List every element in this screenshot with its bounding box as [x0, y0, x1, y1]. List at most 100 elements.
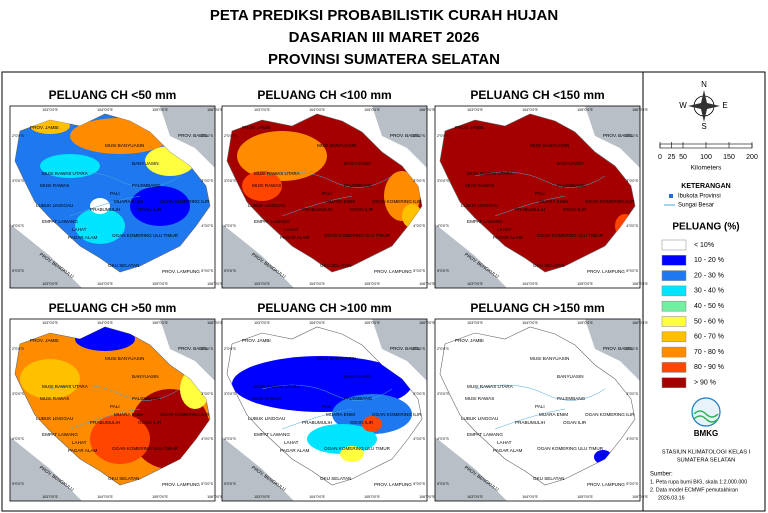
region-label: MUSI BANYUASIN: [530, 356, 569, 361]
region-label: MUSI RAWAS UTARA: [42, 384, 89, 389]
longitude-label: 104°0'0"E: [97, 321, 113, 325]
region-label: OGAN KOMERING ILIR: [160, 412, 210, 417]
map-panel: 103°0'0"E 103°0'0"E 104°0'0"E 104°0'0"E 105°…: [434, 318, 648, 502]
latitude-label: 2°0'0"S: [413, 347, 425, 351]
region-label: PALEMBANG: [557, 396, 586, 401]
longitude-label: 104°0'0"E: [522, 282, 538, 286]
region-label: BANYUASIN: [557, 374, 584, 379]
region-label: PROV. BABEL: [178, 133, 208, 138]
longitude-label: 103°0'0"E: [467, 321, 483, 325]
map-frame: [434, 105, 641, 289]
region-label: MUSI RAWAS: [252, 396, 281, 401]
river: [49, 384, 181, 430]
region-label: MUSI RAWAS UTARA: [467, 384, 514, 389]
region-label: OKU SELATAN: [108, 263, 139, 268]
map-frame: [9, 105, 216, 289]
region-label: PALEMBANG: [344, 183, 373, 188]
sea: [435, 437, 507, 501]
longitude-label: 104°0'0"E: [309, 321, 325, 325]
region-label: BANYUASIN: [132, 374, 159, 379]
region-label: LUBUK LINGGAU: [36, 203, 73, 208]
latitude-label: 3°0'0"S: [413, 392, 425, 396]
region-label: MUARA ENIM: [539, 412, 568, 417]
latitude-label: 4°0'0"S: [437, 224, 449, 228]
region-label: PRABUMULIH: [515, 207, 545, 212]
region-label: PROV. LAMPUNG: [162, 482, 200, 487]
compass-n: N: [701, 80, 707, 89]
logo-emblem: [691, 397, 721, 427]
longitude-label: 105°0'0"E: [364, 321, 380, 325]
region-label: PALI: [535, 404, 545, 409]
region-label: PROV. JAMBI: [242, 125, 271, 130]
legend-swatch: [661, 285, 687, 297]
region-label: OGAN KOMERING ILIR: [585, 199, 635, 204]
latitude-label: 5°0'0"S: [437, 482, 449, 486]
latitude-label: 4°0'0"S: [413, 224, 425, 228]
panel-title: PELUANG CH <100 mm: [257, 88, 391, 102]
sea: [160, 106, 215, 168]
longitude-label: 103°0'0"E: [42, 108, 58, 112]
latitude-label: 2°0'0"S: [224, 347, 236, 351]
region-label: OGAN KOMERING ILIR: [372, 412, 422, 417]
longitude-label: 103°0'0"E: [42, 282, 58, 286]
longitude-label: 103°0'0"E: [467, 495, 483, 499]
station-name: STASIUN KLIMATOLOGI KELAS I: [662, 450, 751, 456]
title-line: PROVINSI SUMATERA SELATAN: [268, 51, 500, 68]
keterangan-title: KETERANGAN: [681, 183, 730, 190]
region-label: PALEMBANG: [344, 396, 373, 401]
legend-swatch: [661, 300, 687, 312]
region-label: EMPAT LAWANG: [467, 432, 503, 437]
source-item: 2. Data model ECMWF pemutakhiran: [650, 487, 738, 493]
region-label: PALI: [110, 404, 120, 409]
latitude-label: 5°0'0"S: [224, 482, 236, 486]
region-label: PROV. BABEL: [390, 346, 420, 351]
latitude-label: 3°0'0"S: [626, 179, 638, 183]
region-label: PRABUMULIH: [302, 420, 332, 425]
latitude-label: 5°0'0"S: [626, 269, 638, 273]
legend-swatch: [661, 377, 687, 388]
region-label: OGAN KOMERING ILIR: [585, 412, 635, 417]
region-label: MUSI BANYUASIN: [105, 143, 144, 148]
region-label: OGAN KOMERING ULU TIMUR: [324, 233, 391, 238]
logo-text: BMKG: [694, 429, 718, 438]
longitude-label: 103°0'0"E: [467, 282, 483, 286]
latitude-label: 3°0'0"S: [201, 179, 213, 183]
sea: [435, 224, 507, 288]
region-label: MUSI BANYUASIN: [530, 143, 569, 148]
title-line: PETA PREDIKSI PROBABILISTIK CURAH HUJAN: [210, 7, 558, 24]
scale-label: 0: [658, 154, 662, 161]
latitude-label: 5°0'0"S: [626, 482, 638, 486]
latitude-label: 5°0'0"S: [413, 269, 425, 273]
legend-label: 20 - 30 %: [694, 272, 724, 279]
region-label: LUBUK LINGGAU: [36, 416, 73, 421]
probability-zones: [237, 131, 422, 228]
legend: N S W E 0 25 50 100 150 200 Kilometers KETERANGAN Ib…: [650, 80, 758, 501]
longitude-label: 106°0'0"E: [632, 321, 648, 325]
region-label: PALEMBANG: [132, 183, 161, 188]
legend-label: 50 - 60 %: [694, 318, 724, 325]
latitude-label: 4°0'0"S: [437, 437, 449, 441]
legend-label: 80 - 90 %: [694, 364, 724, 371]
longitude-label: 106°0'0"E: [419, 282, 435, 286]
scale-label: 25: [668, 154, 676, 161]
longitude-label: 104°0'0"E: [522, 495, 538, 499]
longitude-label: 106°0'0"E: [419, 495, 435, 499]
region-label: PROV. JAMBI: [455, 338, 484, 343]
region-label: BANYUASIN: [344, 161, 371, 166]
map-frame: [221, 318, 428, 502]
latitude-label: 5°0'0"S: [224, 269, 236, 273]
legend-label: 70 - 80 %: [694, 349, 724, 356]
legend-swatch: [661, 270, 687, 281]
probability-zone: [362, 416, 382, 432]
region-label: PAGAR ALAM: [280, 448, 309, 453]
region-label: OKU SELATAN: [533, 263, 564, 268]
probability-zone: [130, 186, 190, 226]
map-panel: 103°0'0"E 103°0'0"E 104°0'0"E 104°0'0"E 105°…: [221, 318, 435, 502]
latitude-label: 4°0'0"S: [626, 224, 638, 228]
latitude-label: 5°0'0"S: [413, 482, 425, 486]
region-label: PAGAR ALAM: [68, 448, 97, 453]
longitude-label: 103°0'0"E: [254, 282, 270, 286]
longitude-label: 104°0'0"E: [97, 282, 113, 286]
region-label: PROV. LAMPUNG: [587, 269, 625, 274]
region-label: PALI: [535, 191, 545, 196]
